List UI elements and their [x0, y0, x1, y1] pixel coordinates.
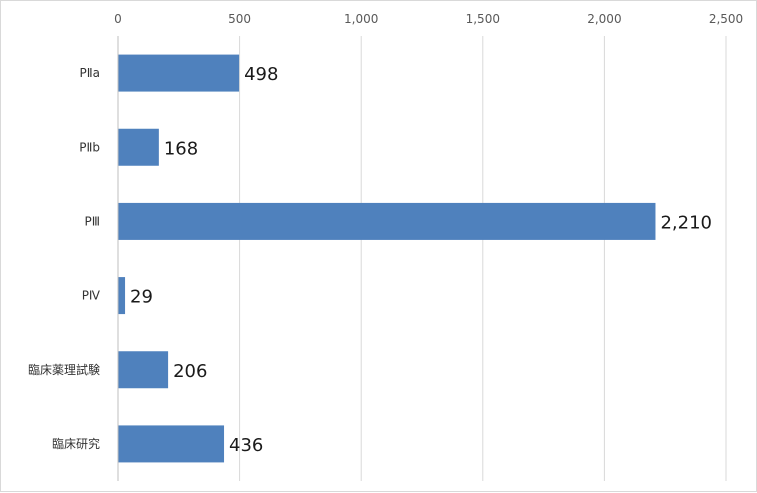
bar	[118, 351, 169, 389]
bar	[118, 202, 656, 240]
data-label: 2,210	[660, 212, 712, 233]
category-label: PⅡb	[79, 140, 100, 154]
bar	[118, 128, 159, 166]
x-tick-label: 1,000	[344, 12, 378, 26]
bar	[118, 425, 225, 463]
category-label: 臨床薬理試験	[28, 362, 100, 377]
x-tick-label: 500	[228, 12, 251, 26]
x-tick-label: 2,000	[587, 12, 621, 26]
data-label: 498	[244, 64, 278, 85]
category-label: 臨床研究	[52, 436, 100, 451]
category-label: PⅣ	[82, 289, 100, 303]
bar	[118, 54, 240, 92]
x-tick-label: 2,500	[709, 12, 743, 26]
x-tick-label: 0	[114, 12, 122, 26]
data-label: 168	[164, 138, 198, 159]
data-label: 206	[173, 361, 207, 382]
category-label: PⅡa	[80, 66, 101, 80]
category-label: PⅢ	[84, 214, 100, 228]
bar	[118, 277, 126, 315]
data-label: 436	[229, 435, 263, 456]
x-tick-label: 1,500	[466, 12, 500, 26]
data-label: 29	[130, 287, 153, 308]
